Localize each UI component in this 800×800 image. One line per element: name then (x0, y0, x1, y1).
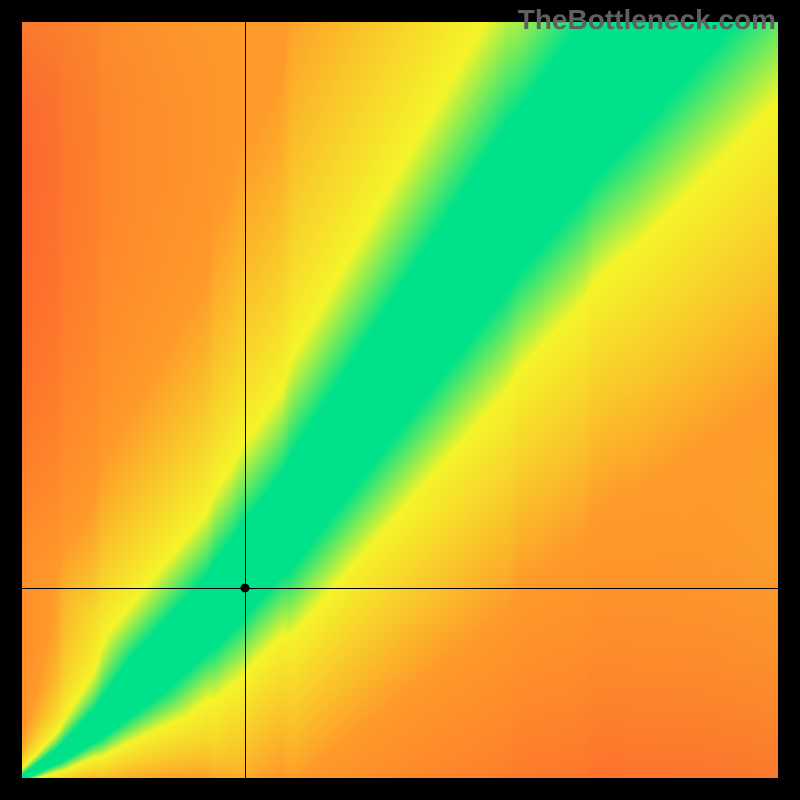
plot-area (22, 22, 778, 778)
bottleneck-heatmap-chart: TheBottleneck.com (0, 0, 800, 800)
crosshair-marker (240, 584, 249, 593)
watermark-text: TheBottleneck.com (518, 4, 776, 36)
crosshair-vertical (245, 22, 246, 778)
crosshair-horizontal (22, 588, 778, 589)
heatmap-canvas (22, 22, 778, 778)
